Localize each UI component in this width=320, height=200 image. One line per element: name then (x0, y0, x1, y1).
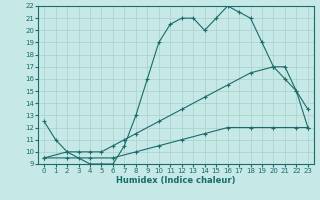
X-axis label: Humidex (Indice chaleur): Humidex (Indice chaleur) (116, 176, 236, 185)
